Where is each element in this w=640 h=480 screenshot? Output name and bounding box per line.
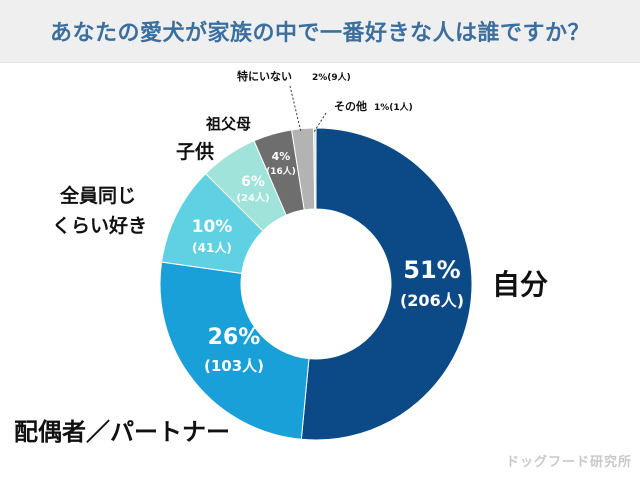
- slice-label-partner: 配偶者／パートナー: [14, 418, 230, 446]
- slice-percent-self: 51%: [403, 256, 460, 284]
- leader-line-nobody: [289, 85, 302, 133]
- slice-percent-partner: 26%: [208, 325, 261, 350]
- slice-label-everyone-line2: くらい好き: [52, 214, 147, 237]
- slice-percent-children: 6%: [241, 174, 265, 190]
- slice-count-partner: (103人): [204, 357, 264, 375]
- slice-self: [300, 127, 473, 441]
- slice-value-nobody: 2%(9人): [312, 71, 351, 83]
- watermark: ドッグフード研究所: [505, 455, 632, 470]
- slice-label-self: 自分: [492, 268, 548, 301]
- slice-label-everyone-line1: 全員同じ: [59, 184, 136, 207]
- chart-title: あなたの愛犬が家族の中で一番好きな人は誰ですか？: [49, 21, 590, 46]
- slice-value-other: 1%(1人): [374, 101, 413, 113]
- slice-label-children: 子供: [176, 140, 214, 163]
- slice-percent-other: 1%: [374, 103, 389, 113]
- slice-count-everyone: (41人): [192, 240, 232, 255]
- slice-label-grandparents: 祖父母: [205, 115, 251, 133]
- slice-percent-nobody: 2%: [312, 73, 327, 83]
- slice-other: [313, 127, 317, 210]
- title-bar: あなたの愛犬が家族の中で一番好きな人は誰ですか？: [0, 0, 640, 63]
- slice-count-self: (206人): [400, 291, 464, 310]
- slice-percent-grandparents: 4%: [272, 150, 291, 163]
- slice-count-other: (1人): [389, 101, 413, 113]
- slice-label-nobody: 特にいない: [237, 69, 292, 83]
- slice-label-other: その他: [334, 99, 367, 113]
- slice-count-children: (24人): [236, 191, 269, 204]
- slices-group: [159, 127, 473, 441]
- slice-count-grandparents: (16人): [266, 165, 296, 177]
- slice-percent-everyone: 10%: [192, 217, 233, 237]
- slice-partner: [159, 261, 310, 440]
- slice-count-nobody: (9人): [327, 71, 351, 83]
- leader-lines-group: [289, 85, 327, 133]
